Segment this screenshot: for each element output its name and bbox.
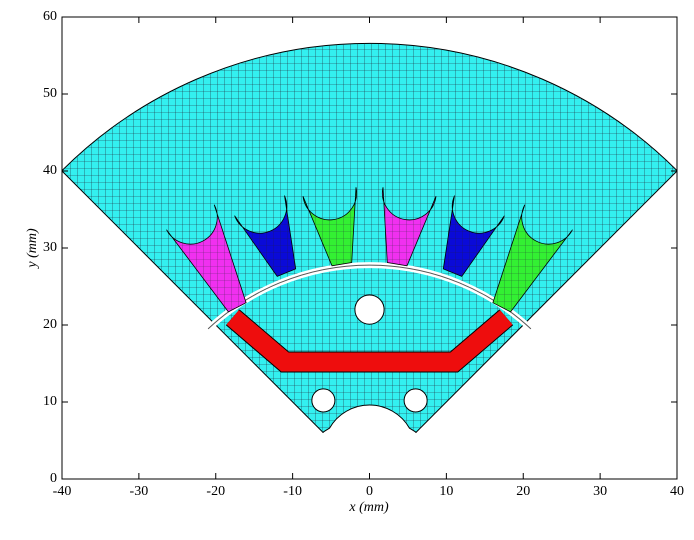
y-tick-label: 20 — [43, 317, 57, 332]
x-tick-label: 40 — [670, 484, 684, 499]
magnet — [226, 310, 513, 372]
slot-mesh — [382, 187, 436, 266]
air-gap — [207, 264, 532, 330]
x-axis-label: x (mm) — [348, 500, 389, 515]
y-tick-label: 50 — [43, 86, 57, 101]
stator-mesh — [62, 43, 677, 433]
geometry — [62, 42, 677, 433]
y-axis-label: y (mm) — [25, 228, 40, 270]
hole — [403, 388, 428, 413]
y-tick-label: 10 — [43, 394, 57, 409]
x-tick-label: -30 — [130, 484, 149, 499]
y-tick-label: 60 — [43, 9, 57, 24]
slot-mesh — [303, 187, 357, 266]
y-tick-label: 40 — [43, 163, 57, 178]
x-tick-label: 0 — [366, 484, 373, 499]
hole — [311, 388, 336, 413]
slot-mesh — [234, 195, 296, 277]
slot-mesh — [492, 204, 573, 312]
hole — [354, 294, 385, 325]
x-tick-label: -20 — [206, 484, 225, 499]
y-tick-label: 30 — [43, 240, 57, 255]
y-tick-label: 0 — [50, 471, 57, 486]
slot-mesh — [166, 204, 247, 312]
x-tick-label: 20 — [516, 484, 530, 499]
x-tick-label: 30 — [593, 484, 607, 499]
x-tick-label: -40 — [53, 484, 72, 499]
x-tick-label: 10 — [439, 484, 453, 499]
slot-mesh — [443, 195, 505, 277]
x-tick-label: -10 — [283, 484, 302, 499]
